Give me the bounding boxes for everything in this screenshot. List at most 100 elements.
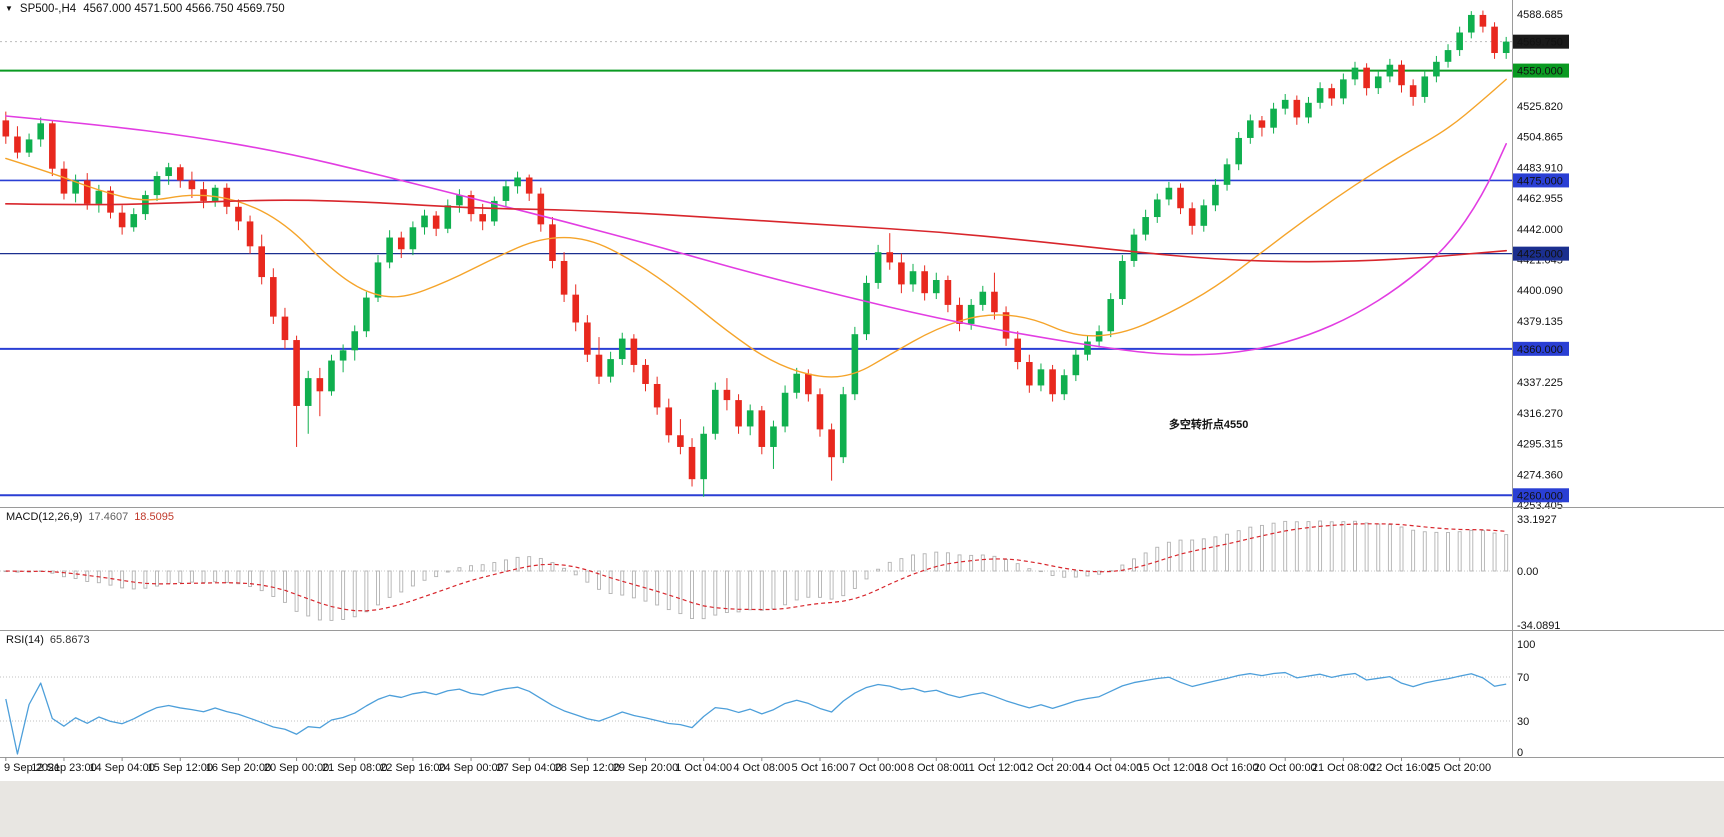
candle-body: [211, 187, 219, 201]
y-axis-label: 4400.090: [1517, 285, 1563, 297]
macd-histogram-bar: [1062, 570, 1067, 578]
candle-body: [409, 227, 417, 250]
macd-histogram-bar: [1318, 520, 1323, 572]
candle-body: [1305, 102, 1312, 118]
macd-main-value: 17.4607: [88, 511, 129, 523]
rsi-axis-label: 30: [1517, 716, 1529, 728]
macd-indicator-label: MACD(12,26,9) 17.4607 18.5095: [6, 511, 174, 523]
candle-body: [967, 304, 975, 324]
macd-histogram-bar: [887, 561, 892, 572]
candle-body: [909, 271, 917, 285]
time-axis-label: 22 Oct 16:00: [1370, 762, 1433, 774]
macd-histogram-bar: [911, 554, 915, 572]
time-axis[interactable]: [0, 757, 1724, 781]
time-axis-label: 1 Oct 04:00: [675, 762, 732, 774]
macd-histogram-bar: [469, 565, 473, 572]
candle-body: [1107, 299, 1115, 332]
macd-histogram-bar: [1329, 521, 1334, 572]
candle-body: [1328, 88, 1336, 99]
candle-body: [153, 176, 161, 196]
candle-body: [560, 260, 568, 295]
macd-histogram-bar: [1004, 558, 1009, 572]
macd-histogram-bar: [852, 570, 857, 589]
candle-body: [95, 190, 103, 204]
macd-histogram-bar: [271, 570, 276, 597]
candle-body: [1421, 76, 1429, 97]
candle-body: [130, 214, 138, 228]
candle-body: [932, 280, 940, 294]
macd-histogram-bar: [829, 570, 834, 600]
y-axis-label: 4504.865: [1517, 132, 1563, 144]
macd-histogram-bar: [376, 570, 380, 606]
candle-body: [828, 429, 835, 458]
candle-body: [677, 435, 684, 447]
candle-body: [735, 400, 742, 427]
macd-histogram-bar: [399, 570, 404, 593]
candle-body: [979, 291, 987, 305]
y-axis-label: 4483.910: [1517, 162, 1563, 174]
candle-body: [1188, 208, 1196, 226]
time-axis-label: 15 Sep 12:00: [148, 762, 213, 774]
candle-body: [351, 331, 359, 351]
macd-axis-label: 0.00: [1517, 566, 1538, 578]
candle-body: [1247, 120, 1254, 138]
candle-body: [1119, 260, 1126, 300]
rsi-line: [5, 671, 1507, 755]
candle-body: [1037, 369, 1045, 386]
time-axis-label: 22 Sep 16:00: [380, 762, 445, 774]
macd-histogram-bar: [597, 570, 601, 590]
candle-body: [1398, 64, 1405, 86]
macd-histogram-bar: [306, 570, 311, 617]
macd-histogram-bar: [1097, 570, 1102, 575]
candle-body: [386, 237, 393, 263]
macd-histogram-bar: [317, 570, 322, 621]
candle-body: [991, 291, 998, 313]
time-axis-label: 24 Sep 00:00: [438, 762, 503, 774]
macd-histogram-bar: [1504, 534, 1509, 572]
macd-histogram-bar: [1178, 539, 1183, 572]
candle-body: [25, 139, 33, 153]
candle-body: [1340, 79, 1347, 99]
candle-body: [491, 200, 498, 222]
y-axis-label: 4253.405: [1517, 500, 1563, 512]
macd-histogram-bar: [1411, 529, 1416, 572]
price-tag: [1513, 34, 1569, 49]
time-axis-label: 27 Sep 04:00: [496, 762, 561, 774]
macd-histogram-bar: [120, 570, 125, 589]
macd-histogram-bar: [248, 570, 253, 587]
candle-body: [304, 378, 312, 406]
candle-body: [653, 383, 661, 408]
macd-histogram-bar: [143, 570, 148, 589]
time-axis-label: 28 Sep 12:00: [555, 762, 620, 774]
candle-body: [1433, 61, 1440, 77]
macd-histogram-bar: [643, 570, 648, 602]
macd-histogram-bar: [550, 562, 555, 572]
candle-body: [607, 359, 614, 377]
price-tag-label: 4475.000: [1517, 175, 1563, 187]
time-axis-label: 16 Sep 20:00: [206, 762, 271, 774]
y-axis-label: 4274.360: [1517, 469, 1563, 481]
macd-histogram-bar: [492, 562, 497, 572]
candle-body: [339, 350, 347, 361]
candle-body: [1258, 120, 1266, 128]
candle-body: [293, 340, 300, 406]
macd-histogram-bar: [1166, 541, 1171, 572]
rsi-axis-label: 100: [1517, 639, 1535, 651]
macd-histogram-bar: [713, 570, 718, 616]
macd-histogram-bar: [480, 564, 485, 572]
ma-orange: [5, 78, 1507, 378]
macd-histogram-bar: [329, 570, 334, 621]
candle-body: [374, 262, 382, 298]
candle-body: [1212, 184, 1219, 206]
time-axis-label: 29 Sep 20:00: [613, 762, 678, 774]
macd-histogram-bar: [422, 570, 427, 581]
macd-histogram-bar: [980, 554, 985, 572]
macd-histogram-bar: [678, 570, 683, 615]
macd-histogram-bar: [1341, 521, 1346, 572]
time-axis-label: 12 Sep 23:00: [31, 762, 96, 774]
macd-histogram-bar: [166, 570, 171, 585]
candle-body: [479, 214, 486, 222]
candle-body: [898, 262, 905, 285]
chart-title: ▼ SP500-,H4 4567.000 4571.500 4566.750 4…: [5, 3, 285, 15]
